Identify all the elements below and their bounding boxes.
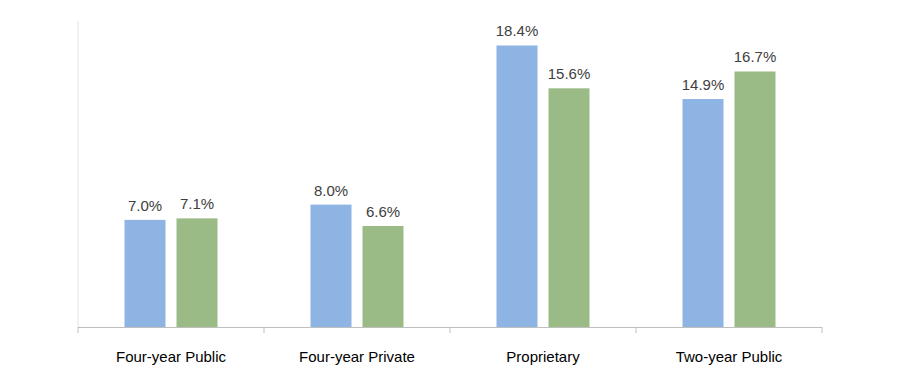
data-label: 14.9% — [682, 76, 725, 93]
bar — [735, 71, 776, 327]
bar — [497, 45, 538, 327]
x-tick-label: Proprietary — [506, 348, 580, 365]
x-tick-mark — [450, 327, 451, 333]
bar — [177, 218, 218, 327]
data-label: 8.0% — [314, 182, 348, 199]
x-tick-label: Four-year Public — [116, 348, 227, 365]
x-tick-mark — [636, 327, 637, 333]
data-label: 7.0% — [128, 197, 162, 214]
bar — [125, 220, 166, 327]
data-label: 18.4% — [496, 22, 539, 39]
x-tick-mark — [264, 327, 265, 333]
bar — [683, 99, 724, 327]
x-tick-label: Two-year Public — [676, 348, 783, 365]
data-label: 16.7% — [734, 48, 777, 65]
bar — [549, 88, 590, 327]
bar — [311, 205, 352, 327]
chart-container: 7.0% 8.0% 18.4% 14.9% 7.1% 6.6% 15.6% 16.7% Four… — [0, 0, 900, 387]
data-label: 6.6% — [366, 203, 400, 220]
data-label: 7.1% — [180, 195, 214, 212]
y-range-line — [78, 21, 79, 327]
data-labels: 7.0% 8.0% 18.4% 14.9% 7.1% 6.6% 15.6% 16.7% — [128, 22, 776, 220]
data-label: 15.6% — [548, 65, 591, 82]
bar — [363, 226, 404, 327]
x-tick-label: Four-year Private — [299, 348, 415, 365]
x-tick-mark — [822, 327, 823, 333]
x-tick-mark — [78, 327, 79, 333]
chart-svg: 7.0% 8.0% 18.4% 14.9% 7.1% 6.6% 15.6% 16.7% Four… — [0, 0, 900, 387]
bars — [125, 45, 776, 327]
